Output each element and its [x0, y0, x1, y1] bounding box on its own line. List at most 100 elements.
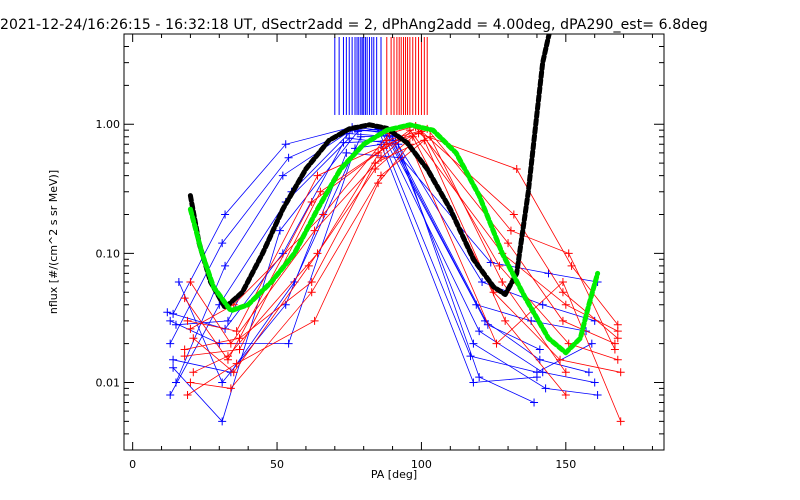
series-red-13-point-1	[183, 316, 192, 325]
series-blue-7-point-1	[163, 308, 172, 317]
y-axis-label: nflux [#/(cm^2 s sr MeV)]	[47, 170, 60, 314]
series-red-14-point-2	[229, 368, 238, 377]
series-red-18-line	[193, 128, 616, 373]
chart-marks	[163, 34, 625, 426]
series-red-20-point-4	[371, 159, 380, 168]
series-blue-7-point-6	[478, 278, 487, 287]
series-red-17-point-4	[374, 179, 383, 188]
y-tick-label: 1.00	[96, 118, 121, 131]
series-red-16-point-3	[307, 288, 316, 297]
series-red-19-point-8	[613, 334, 622, 343]
chart-title: 2021-12-24/16:26:15 - 16:32:18 UT, dSect…	[0, 17, 708, 33]
series-red-13-point-7	[564, 339, 573, 348]
series-blue-10-point-7	[532, 373, 541, 382]
series-red-12-point-1	[186, 278, 195, 287]
series-blue-8-point-7	[535, 345, 544, 354]
series-blue-3-point-2	[221, 261, 230, 270]
series-blue-1-point-3	[281, 140, 290, 149]
series-blue-5-line	[172, 128, 592, 423]
series-red-19-point-7	[558, 288, 567, 297]
x-axis-label: PA [deg]	[371, 468, 417, 481]
series-red-20-point-7	[561, 368, 570, 377]
axes: 0 50 100 150 0.01 0.10 1.00	[96, 33, 664, 471]
series-red-16-point-2	[226, 384, 235, 393]
series-blue-5-point-2	[218, 417, 227, 426]
series-blue-2-point-3	[284, 153, 293, 162]
series-red-18-point-3	[313, 249, 322, 258]
series-red-14-point-8	[616, 368, 625, 377]
series-red-19-line	[190, 125, 619, 339]
series-blue-3-point-3	[278, 171, 287, 180]
pa-tick-marks	[334, 37, 428, 115]
series-red-12-point-6	[504, 239, 513, 248]
series-red-17-line	[187, 143, 622, 422]
series-red-12-point-2	[226, 339, 235, 348]
series-red-14-point-1	[189, 334, 198, 343]
x-tick-label: 50	[270, 458, 284, 471]
series-red-20-point-1	[180, 345, 189, 354]
series-blue-9-point-6	[486, 258, 495, 267]
series-red-20-point-6	[498, 278, 507, 287]
series-red-15-line	[184, 132, 619, 357]
series-red-15-point-8	[613, 320, 622, 329]
series-red-13-point-8	[613, 355, 622, 364]
series-blue-4-point-1	[166, 391, 175, 399]
series-blue-5-point-1	[169, 363, 178, 372]
series-blue-3-point-8	[593, 391, 602, 399]
series-red-15-point-6	[512, 165, 521, 174]
series-blue-3-line	[175, 132, 598, 396]
series-blue-7-point-4	[339, 138, 348, 147]
series-red-18-point-2	[223, 352, 232, 361]
series-blue-1-point-6	[475, 327, 484, 336]
series-blue-8-point-1	[169, 355, 178, 364]
series-red-16-point-6	[501, 316, 510, 325]
series-red-11-point-3	[307, 197, 316, 206]
series-blue-4-point-6	[475, 373, 484, 382]
series-red-16-point-1	[186, 378, 195, 387]
series-red-17-point-1	[183, 391, 192, 399]
series-red-17-point-2	[232, 359, 241, 368]
series-blue-5-point-3	[275, 226, 284, 235]
plot-frame	[123, 33, 665, 451]
series-red-19-point-3	[319, 210, 328, 219]
series-red-15-point-3	[316, 187, 325, 196]
series-red-20-point-5	[426, 132, 435, 141]
series-blue-9-line	[178, 152, 598, 384]
series-red-16-point-7	[561, 391, 570, 399]
series-blue-3-point-6	[469, 339, 478, 348]
series-red-20-point-2	[235, 334, 244, 343]
series-red-19-point-1	[186, 324, 195, 333]
series-blue-2-point-2	[218, 239, 227, 248]
series-red-20-point-3	[307, 278, 316, 287]
series-red-18-point-6	[506, 226, 515, 235]
x-tick-label: 150	[555, 458, 576, 471]
series-red-13-point-3	[313, 171, 322, 180]
series-blue-9-point-2	[218, 378, 227, 387]
fit-curve-green	[187, 122, 601, 356]
series-blue-3-point-7	[541, 384, 550, 393]
x-tick-label: 100	[411, 458, 432, 471]
series-blue-10-point-1	[166, 316, 175, 325]
series-blue-10-point-3	[284, 339, 293, 348]
series-red-11-point-1	[180, 294, 189, 303]
series-blue-1-point-2	[221, 210, 230, 219]
series-blue-4-point-7	[530, 398, 539, 407]
series-red-17-point-7	[558, 278, 567, 287]
series-red-13-point-6	[495, 261, 504, 270]
series-red-11-point-4	[374, 148, 383, 157]
x-tick-label: 0	[129, 458, 136, 471]
series-red-15-point-2	[235, 345, 244, 354]
series-red-12-point-3	[310, 226, 319, 235]
series-blue-8-point-4	[356, 132, 365, 141]
series-red-18-point-1	[189, 368, 198, 377]
series-red-13-point-2	[232, 327, 241, 336]
series-blue-4-point-4	[345, 134, 354, 143]
series-blue-8-point-6	[483, 320, 492, 329]
y-tick-label: 0.01	[96, 376, 121, 389]
series-blue-5-point-6	[466, 352, 475, 361]
series-red-12-point-7	[558, 316, 567, 325]
series-red-16-point-5	[420, 136, 429, 145]
series-blue-5-point-8	[587, 339, 596, 348]
series-blue-2-point-8	[584, 368, 593, 377]
